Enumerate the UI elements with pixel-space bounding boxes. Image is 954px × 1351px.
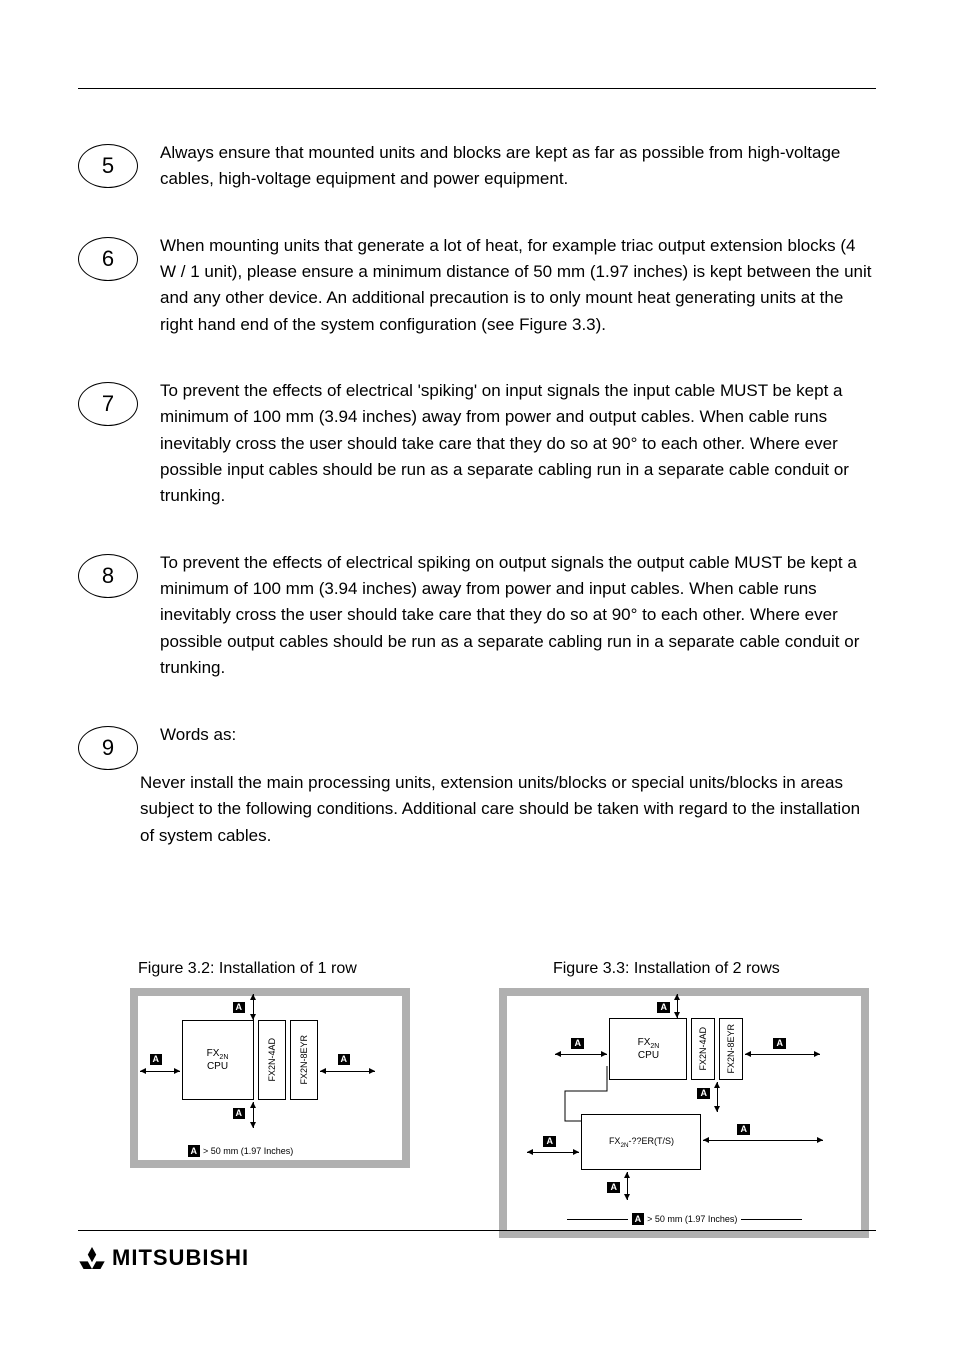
mitsubishi-logo: MITSUBISHI	[78, 1245, 249, 1271]
figure-row: Figure 3.2: Installation of 1 row A A FX…	[78, 960, 876, 1238]
page: 5 Always ensure that mounted units and b…	[0, 0, 954, 1351]
header-rule	[78, 88, 876, 89]
list-item: 7 To prevent the effects of electrical '…	[78, 378, 876, 510]
badge-a: A	[571, 1038, 584, 1049]
dim-arrow-v	[627, 1172, 628, 1200]
dim-arrow-h	[555, 1054, 607, 1055]
badge-a: A	[150, 1054, 163, 1065]
dim-footer: A> 50 mm (1.97 Inches)	[188, 1146, 294, 1156]
words-intro: Words as:	[160, 725, 236, 744]
dim-footer-row: A> 50 mm (1.97 Inches)	[567, 1214, 801, 1224]
dim-arrow-v	[253, 1102, 254, 1128]
list-item: 6 When mounting units that generate a lo…	[78, 233, 876, 338]
item-number-oval: 9	[78, 726, 138, 770]
footer-rule	[78, 1230, 876, 1231]
figure-panel: A A FX2N CPU FX2N-4AD FX2N-8EYR A A	[499, 988, 869, 1238]
badge-a: A	[737, 1124, 750, 1135]
item-text: When mounting units that generate a lot …	[160, 233, 876, 338]
dim-arrow-v	[253, 994, 254, 1020]
badge-a: A	[543, 1136, 556, 1147]
item-number-oval: 5	[78, 144, 138, 188]
item-text: To prevent the effects of electrical spi…	[160, 550, 876, 682]
item-text: Always ensure that mounted units and blo…	[160, 140, 876, 193]
figure-left: Figure 3.2: Installation of 1 row A A FX…	[78, 960, 461, 1238]
item-text: Words as:	[160, 722, 876, 748]
dim-arrow-h	[320, 1071, 375, 1072]
item-number-oval: 8	[78, 554, 138, 598]
ext-box: FX2N-??ER(T/S)	[581, 1114, 701, 1170]
badge-a: A	[607, 1182, 620, 1193]
item-number-oval: 6	[78, 237, 138, 281]
logo-text: MITSUBISHI	[112, 1245, 249, 1271]
figure-caption: Figure 3.3: Installation of 2 rows	[553, 960, 780, 978]
dim-footer: A> 50 mm (1.97 Inches)	[628, 1214, 742, 1224]
mitsubishi-diamonds-icon	[78, 1247, 106, 1269]
item-text: To prevent the effects of electrical 'sp…	[160, 378, 876, 510]
badge-a: A	[233, 1002, 246, 1013]
cpu-box: FX2N CPU	[182, 1020, 254, 1100]
module-box: FX2N-8EYR	[290, 1020, 318, 1100]
badge-a: A	[657, 1002, 670, 1013]
figure-right: Figure 3.3: Installation of 2 rows A A F…	[493, 960, 876, 1238]
item-number-oval: 7	[78, 382, 138, 426]
words-paragraph: Never install the main processing units,…	[140, 770, 876, 849]
figure-panel: A A FX2N CPU FX2N-4AD FX2N-8EYR	[130, 988, 410, 1168]
module-box: FX2N-4AD	[258, 1020, 286, 1100]
dim-arrow-h	[527, 1152, 579, 1153]
list-item: 9 Words as:	[78, 722, 876, 770]
dim-arrow-h	[745, 1054, 820, 1055]
content-area: 5 Always ensure that mounted units and b…	[78, 140, 876, 770]
badge-a: A	[233, 1108, 246, 1119]
figure-caption: Figure 3.2: Installation of 1 row	[138, 960, 357, 978]
dim-arrow-h	[703, 1140, 823, 1141]
badge-a: A	[338, 1054, 351, 1065]
list-item: 8 To prevent the effects of electrical s…	[78, 550, 876, 682]
dim-arrow-h	[140, 1071, 180, 1072]
badge-a: A	[773, 1038, 786, 1049]
list-item: 5 Always ensure that mounted units and b…	[78, 140, 876, 193]
dim-arrow-v	[677, 994, 678, 1018]
